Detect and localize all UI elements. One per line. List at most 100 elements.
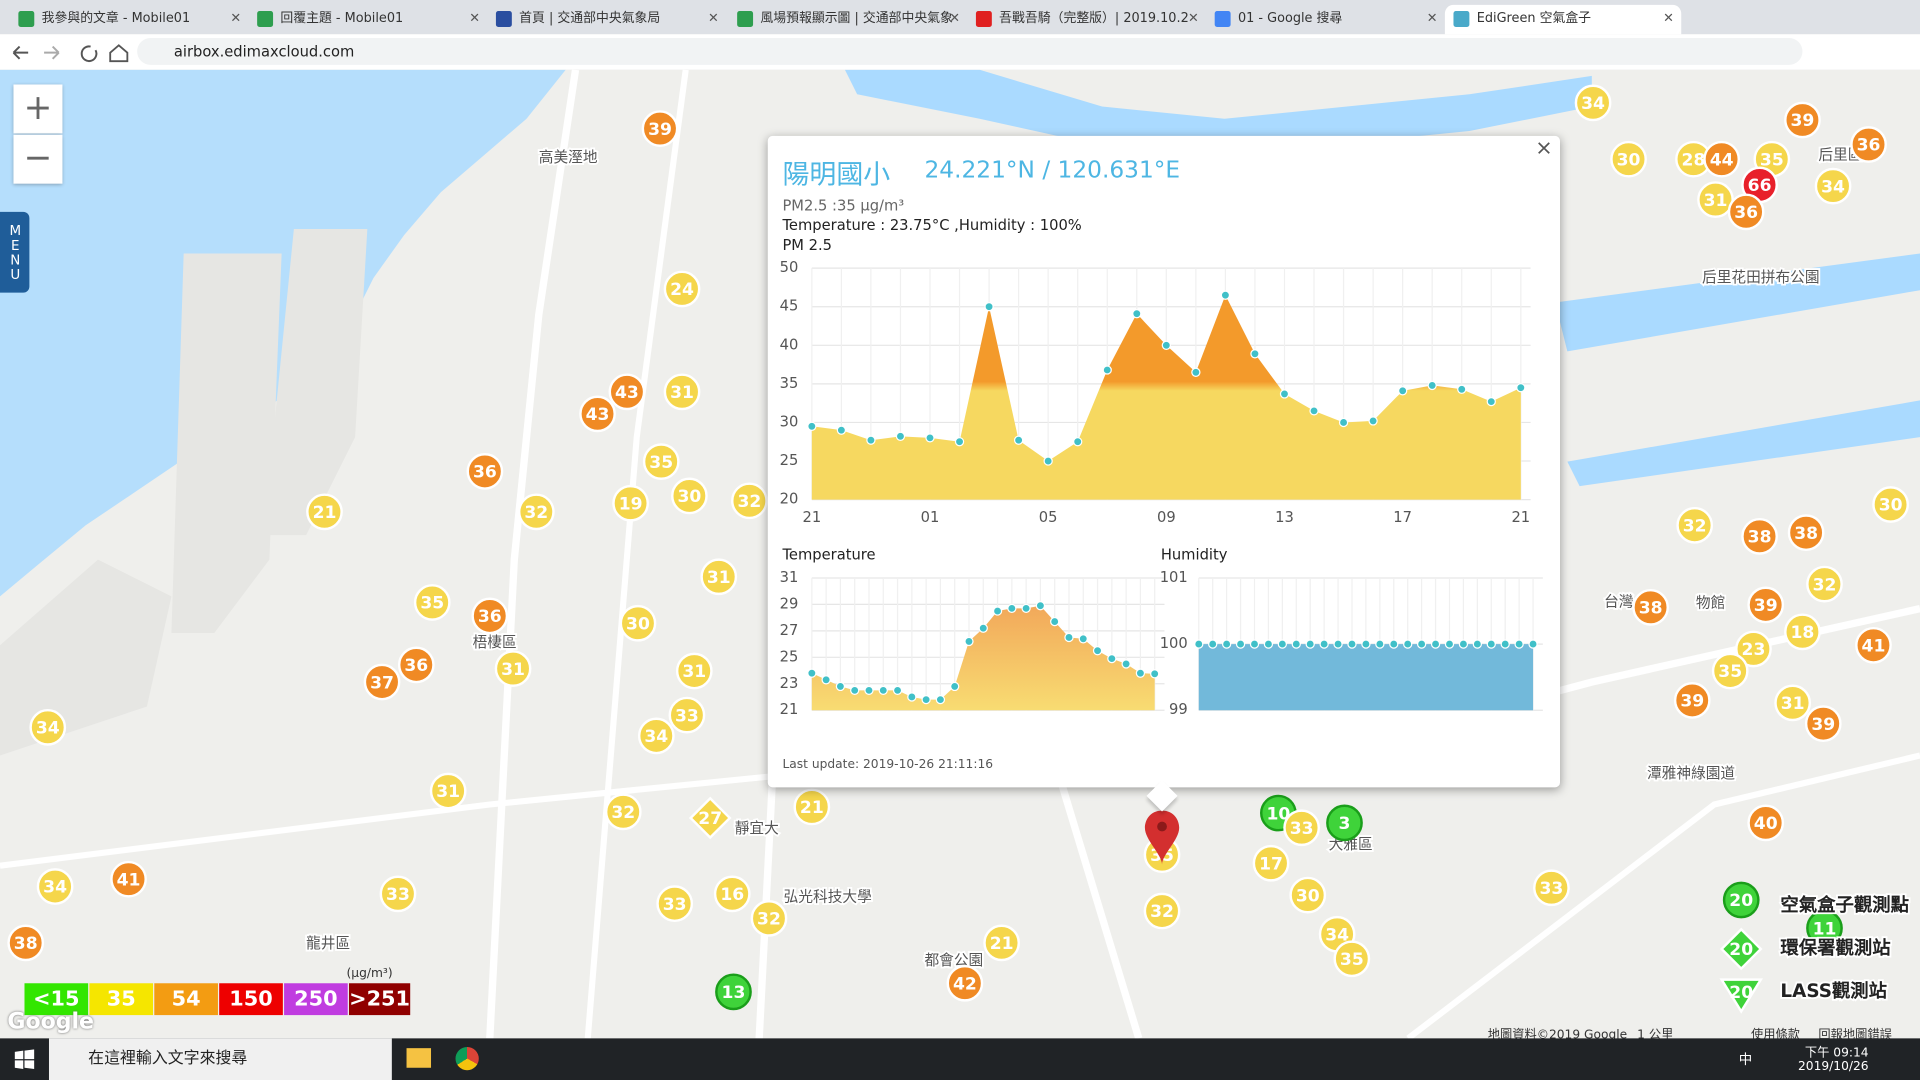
marker[interactable] bbox=[1850, 126, 1887, 163]
browser-tab[interactable]: 我參與的文章 - Mobile01 ✕ bbox=[10, 5, 249, 34]
marker[interactable] bbox=[1747, 804, 1785, 842]
marker[interactable] bbox=[641, 110, 679, 147]
marker[interactable] bbox=[471, 597, 509, 635]
marker[interactable] bbox=[1711, 652, 1749, 690]
marker[interactable] bbox=[750, 900, 788, 937]
marker[interactable] bbox=[1804, 705, 1842, 743]
marker[interactable] bbox=[306, 493, 343, 531]
marker[interactable] bbox=[1143, 892, 1181, 930]
browser-tab[interactable]: 01 - Google 搜尋 ✕ bbox=[1206, 5, 1445, 34]
marker-label: 35 bbox=[1340, 950, 1364, 970]
marker[interactable] bbox=[663, 373, 701, 411]
marker[interactable] bbox=[1283, 809, 1321, 847]
marker[interactable] bbox=[1855, 626, 1892, 664]
tab-close[interactable]: ✕ bbox=[707, 11, 719, 26]
marker[interactable] bbox=[517, 493, 555, 531]
browser-tab[interactable]: 首頁 | 交通部中央氣象局 ✕ bbox=[487, 5, 726, 34]
tab-close[interactable]: ✕ bbox=[949, 11, 961, 26]
marker[interactable] bbox=[604, 793, 642, 831]
browser-tab[interactable]: 回覆主題 - Mobile01 ✕ bbox=[249, 5, 488, 34]
marker[interactable] bbox=[715, 973, 752, 1011]
marker[interactable] bbox=[619, 604, 657, 642]
marker[interactable] bbox=[700, 558, 738, 596]
marker[interactable] bbox=[688, 796, 732, 840]
marker[interactable] bbox=[608, 373, 646, 411]
marker[interactable] bbox=[946, 964, 984, 1002]
marker[interactable] bbox=[1747, 586, 1785, 624]
marker[interactable] bbox=[1673, 682, 1711, 719]
tab-close[interactable]: ✕ bbox=[230, 11, 242, 26]
marker[interactable] bbox=[1784, 101, 1821, 139]
close-button[interactable]: × bbox=[1535, 135, 1553, 161]
marker[interactable] bbox=[379, 875, 417, 913]
marker[interactable] bbox=[1610, 140, 1647, 178]
marker[interactable] bbox=[397, 646, 435, 684]
tab-close[interactable]: ✕ bbox=[1663, 11, 1674, 26]
zoom-in[interactable]: + bbox=[13, 84, 63, 134]
tab-close[interactable]: ✕ bbox=[1187, 11, 1199, 26]
explorer-icon[interactable] bbox=[406, 1048, 432, 1068]
tab-close[interactable]: ✕ bbox=[1426, 11, 1438, 26]
marker[interactable] bbox=[793, 788, 831, 826]
marker[interactable] bbox=[1722, 881, 1760, 919]
marker[interactable] bbox=[1703, 140, 1741, 178]
marker[interactable] bbox=[1806, 909, 1843, 947]
chrome-icon[interactable] bbox=[455, 1046, 479, 1071]
browser-tab[interactable]: 風場預報顯示圖 | 交通部中央氣象 ✕ bbox=[729, 5, 968, 34]
marker[interactable] bbox=[1741, 517, 1778, 555]
marker[interactable] bbox=[579, 395, 616, 433]
marker-label: 31 bbox=[682, 662, 706, 682]
marker[interactable] bbox=[1727, 193, 1765, 231]
marker[interactable] bbox=[494, 650, 532, 687]
marker[interactable] bbox=[1787, 514, 1825, 552]
marker[interactable] bbox=[713, 875, 751, 913]
marker[interactable] bbox=[1806, 565, 1843, 603]
marker[interactable] bbox=[1872, 486, 1909, 523]
menu-button[interactable]: MENU bbox=[0, 211, 30, 293]
marker[interactable] bbox=[466, 453, 504, 490]
marker[interactable] bbox=[7, 924, 45, 962]
marker-label: 19 bbox=[619, 494, 643, 514]
nav-buttons[interactable] bbox=[10, 40, 132, 64]
marker[interactable] bbox=[1719, 978, 1764, 1014]
marker[interactable] bbox=[642, 443, 680, 481]
marker[interactable] bbox=[29, 708, 67, 746]
marker-label: 32 bbox=[524, 503, 548, 523]
marker[interactable] bbox=[656, 885, 694, 923]
marker[interactable] bbox=[110, 860, 147, 898]
marker[interactable] bbox=[663, 270, 701, 308]
marker[interactable] bbox=[1289, 876, 1327, 914]
marker[interactable] bbox=[1774, 684, 1812, 722]
marker[interactable] bbox=[1735, 630, 1772, 668]
marker[interactable] bbox=[983, 924, 1021, 962]
tab-close[interactable]: ✕ bbox=[469, 11, 481, 26]
browser-tab[interactable]: EdiGreen 空氣盒子 ✕ bbox=[1444, 4, 1682, 35]
marker[interactable] bbox=[731, 482, 768, 520]
marker[interactable] bbox=[1719, 927, 1763, 971]
marker-label: 33 bbox=[675, 706, 699, 726]
marker[interactable] bbox=[1814, 167, 1852, 205]
address-bar[interactable]: airbox.edimaxcloud.com bbox=[137, 37, 1803, 65]
marker[interactable] bbox=[637, 717, 675, 755]
marker[interactable] bbox=[1326, 804, 1363, 842]
marker[interactable] bbox=[36, 868, 74, 905]
marker[interactable] bbox=[612, 484, 649, 522]
marker[interactable] bbox=[1784, 613, 1821, 651]
marker[interactable] bbox=[675, 652, 713, 690]
marker[interactable] bbox=[1533, 869, 1570, 907]
start-button[interactable] bbox=[14, 1049, 35, 1069]
marker[interactable] bbox=[668, 696, 706, 734]
marker[interactable] bbox=[671, 477, 708, 515]
marker[interactable] bbox=[1676, 506, 1714, 544]
marker[interactable] bbox=[1252, 844, 1290, 882]
marker[interactable] bbox=[1574, 84, 1612, 122]
legend-swatch: 54 bbox=[154, 983, 218, 1016]
marker[interactable] bbox=[413, 584, 451, 621]
browser-tab[interactable]: 吾戰吾騎（完整版）| 2019.10.2 ✕ bbox=[967, 5, 1206, 34]
marker[interactable] bbox=[1333, 940, 1371, 978]
marker[interactable] bbox=[363, 663, 401, 701]
marker[interactable] bbox=[1632, 588, 1669, 626]
zoom-out[interactable]: − bbox=[13, 134, 63, 184]
search-box[interactable]: 在這裡輸入文字來搜尋 bbox=[48, 1038, 392, 1080]
marker[interactable] bbox=[429, 772, 467, 810]
